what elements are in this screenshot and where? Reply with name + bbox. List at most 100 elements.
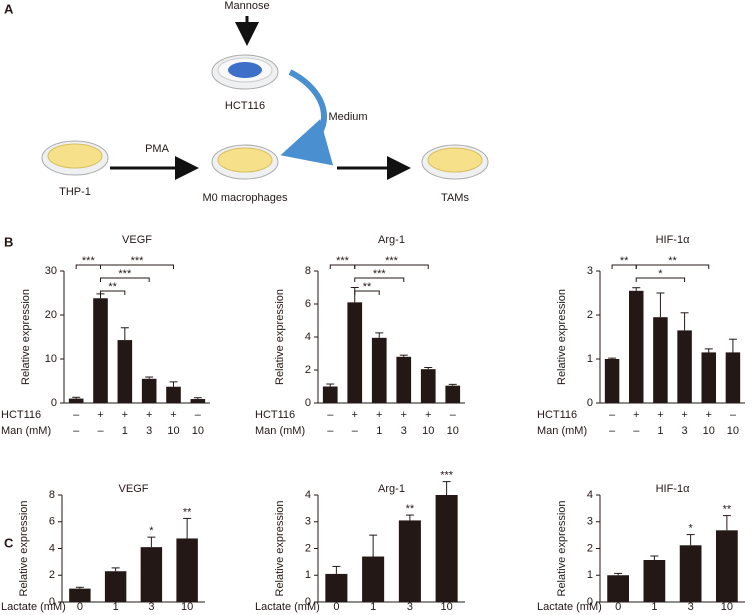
bar xyxy=(117,340,133,403)
chart-title: Arg-1 xyxy=(378,234,405,246)
label: HCT116 xyxy=(225,100,265,112)
bar xyxy=(716,530,738,602)
significance: ** xyxy=(108,281,117,293)
significance: ** xyxy=(668,255,677,267)
y-tick-label: 3 xyxy=(305,516,311,528)
y-axis-title: Relative expression xyxy=(20,289,32,385)
x-tick-label: – xyxy=(195,409,202,421)
bar xyxy=(607,575,629,602)
significance: ** xyxy=(363,281,372,293)
x-tick-label: 1 xyxy=(122,425,128,437)
label: M0 macrophages xyxy=(203,192,288,204)
dish xyxy=(211,144,279,180)
significance: *** xyxy=(82,255,96,267)
significance: ** xyxy=(723,504,732,516)
bracket xyxy=(100,277,150,282)
bar xyxy=(643,560,666,602)
dish xyxy=(41,140,109,176)
chart-title: VEGF xyxy=(122,234,152,246)
x-tick-label: 10 xyxy=(727,425,739,437)
bracket xyxy=(100,290,126,295)
bracket xyxy=(354,290,380,295)
y-tick-label: 6 xyxy=(305,298,311,310)
dish xyxy=(421,144,489,180)
bar xyxy=(604,359,620,403)
significance: *** xyxy=(131,255,145,267)
x-tick-label: – xyxy=(730,409,737,421)
bar xyxy=(141,378,157,403)
row-label: HCT116 xyxy=(1,409,41,421)
y-tick-label: 1 xyxy=(305,569,311,581)
panel-label: A xyxy=(4,1,14,16)
y-tick-label: 20 xyxy=(45,309,57,321)
x-tick-label: + xyxy=(97,409,103,421)
x-tick-label: + xyxy=(633,409,639,421)
y-axis-title: Relative expression xyxy=(18,501,30,597)
bracket xyxy=(635,264,710,269)
bar xyxy=(166,386,181,403)
x-tick-label: – xyxy=(609,409,616,421)
x-tick-label: – xyxy=(73,409,80,421)
significance: ** xyxy=(406,503,415,515)
label: Mannose xyxy=(224,0,269,12)
cells xyxy=(228,62,262,78)
diagram: Mannose HCT116 Medium THP-1 PMA M0 macro… xyxy=(41,0,489,204)
x-tick-label: – xyxy=(327,425,334,437)
x-tick-label: 3 xyxy=(148,601,154,613)
x-tick-label: + xyxy=(425,409,431,421)
x-tick-label: – xyxy=(450,409,457,421)
significance: * xyxy=(688,522,693,534)
y-tick-label: 2 xyxy=(49,569,55,581)
bar xyxy=(677,330,692,403)
x-tick-label: 10 xyxy=(422,425,434,437)
bar xyxy=(347,302,363,403)
row-label: Lactate (mM) xyxy=(255,601,320,613)
x-tick-label: + xyxy=(681,409,687,421)
x-tick-label: 10 xyxy=(703,425,715,437)
y-tick-label: 3 xyxy=(587,265,593,277)
x-tick-label: – xyxy=(609,425,616,437)
y-tick-label: 0 xyxy=(587,596,593,608)
x-tick-label: – xyxy=(633,425,640,437)
x-tick-label: 1 xyxy=(376,425,382,437)
x-tick-label: + xyxy=(401,409,407,421)
bar xyxy=(398,520,421,602)
x-tick-label: + xyxy=(352,409,358,421)
x-tick-label: 3 xyxy=(401,425,407,437)
y-tick-label: 8 xyxy=(305,265,311,277)
significance: *** xyxy=(373,268,387,280)
x-tick-label: 3 xyxy=(688,601,694,613)
bar xyxy=(445,385,461,403)
y-tick-label: 1 xyxy=(587,569,593,581)
y-tick-label: 6 xyxy=(49,516,55,528)
x-tick-label: + xyxy=(146,409,152,421)
x-tick-label: + xyxy=(122,409,128,421)
row-label: HCT116 xyxy=(255,409,295,421)
significance: ** xyxy=(620,255,629,267)
bar xyxy=(362,556,385,602)
chart-title: Arg-1 xyxy=(378,483,405,495)
bar xyxy=(176,538,198,602)
bar xyxy=(420,369,436,403)
panel-label: C xyxy=(4,535,14,550)
x-tick-label: 1 xyxy=(113,601,119,613)
y-axis-title: Relative expression xyxy=(274,501,286,597)
label: Medium xyxy=(328,111,367,123)
significance: * xyxy=(658,268,663,280)
y-tick-label: 3 xyxy=(587,516,593,528)
panel-label: B xyxy=(4,234,13,249)
row-label: Man (mM) xyxy=(537,425,587,437)
y-axis-title: Relative expression xyxy=(556,501,568,597)
bar xyxy=(396,356,412,403)
x-tick-label: + xyxy=(706,409,712,421)
x-tick-label: – xyxy=(73,425,80,437)
label: PMA xyxy=(145,143,170,155)
x-tick-label: 1 xyxy=(651,601,657,613)
y-tick-label: 0 xyxy=(587,397,593,409)
bracket xyxy=(635,277,686,282)
bar xyxy=(679,545,702,602)
bar xyxy=(190,399,206,403)
y-tick-label: 0 xyxy=(49,596,55,608)
x-tick-label: + xyxy=(170,409,176,421)
x-tick-label: 3 xyxy=(682,425,688,437)
